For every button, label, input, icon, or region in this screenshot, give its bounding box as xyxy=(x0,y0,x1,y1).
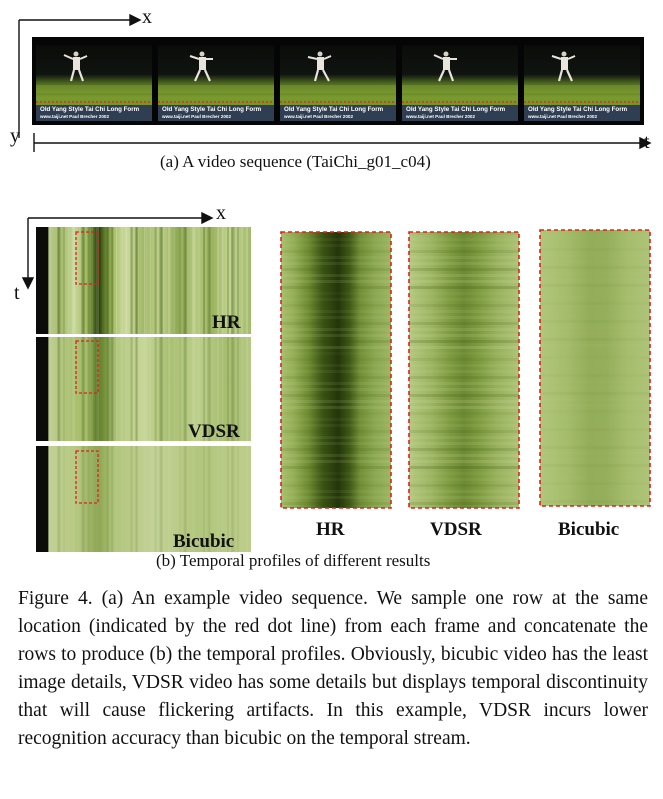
video-frame xyxy=(524,45,640,115)
video-frame xyxy=(36,45,152,115)
vdsr-zoom xyxy=(409,232,519,508)
frame-overlay-title: Old Yang Style Tai Chi Long Form xyxy=(406,106,506,113)
frame-overlay-url: www.taiji.net Paul Brecher 2002 xyxy=(284,114,354,119)
profile-strips xyxy=(36,227,251,552)
frame-overlay-url: www.taiji.net Paul Brecher 2002 xyxy=(406,114,476,119)
axes-a xyxy=(18,13,652,152)
strip-label-bicubic: Bicubic xyxy=(173,531,235,552)
strip-label-vdsr: VDSR xyxy=(188,421,240,442)
frame-overlay-title: Old Yang Style Tai Chi Long Form xyxy=(284,106,384,113)
frame-overlay-url: www.taiji.net Paul Brecher 2002 xyxy=(40,114,110,119)
figure-caption: Figure 4. (a) An example video sequence.… xyxy=(18,588,648,749)
hr-strip xyxy=(36,227,251,334)
axis-t-label-b: t xyxy=(14,282,20,304)
axis-x-label-a: x xyxy=(142,6,152,28)
frame-overlay-url: www.taiji.net Paul Brecher 2002 xyxy=(528,114,598,119)
video-frame xyxy=(280,45,396,115)
bicubic-zoom xyxy=(540,230,650,506)
taichi-figure xyxy=(63,51,88,82)
axis-t-label-a: t xyxy=(644,131,650,153)
zoom-label-vdsr: VDSR xyxy=(430,519,482,540)
axes-b xyxy=(21,211,214,290)
bicubic-strip xyxy=(36,446,251,552)
taichi-figure xyxy=(551,51,576,82)
frame-overlay-title: Old Yang Style Tai Chi Long Form xyxy=(40,106,140,113)
bicubic-dotted-region xyxy=(75,450,99,504)
axis-y-label-a: y xyxy=(10,125,20,147)
taichi-figure xyxy=(307,51,332,82)
hr-dotted-region xyxy=(75,231,99,285)
zoomed-profiles xyxy=(280,229,651,509)
video-frames xyxy=(32,37,644,125)
caption-a: (a) A video sequence (TaiChi_g01_c04) xyxy=(160,152,431,171)
zoom-label-hr: HR xyxy=(316,519,345,540)
axis-x-label-b: x xyxy=(216,202,226,224)
video-frame xyxy=(158,45,274,115)
zoom-label-bicubic: Bicubic xyxy=(558,519,620,540)
caption-b: (b) Temporal profiles of different resul… xyxy=(156,551,431,570)
strip-label-hr: HR xyxy=(212,312,241,333)
frame-overlay-title: Old Yang Style Tai Chi Long Form xyxy=(528,106,628,113)
vdsr-strip xyxy=(36,337,251,441)
video-frame xyxy=(402,45,518,115)
hr-zoom xyxy=(281,232,391,508)
frame-overlay-url: www.taiji.net Paul Brecher 2002 xyxy=(162,114,232,119)
taichi-figure xyxy=(189,51,213,82)
taichi-figure xyxy=(433,51,457,82)
frame-overlay-title: Old Yang Style Tai Chi Long Form xyxy=(162,106,262,113)
vdsr-dotted-region xyxy=(75,340,99,394)
